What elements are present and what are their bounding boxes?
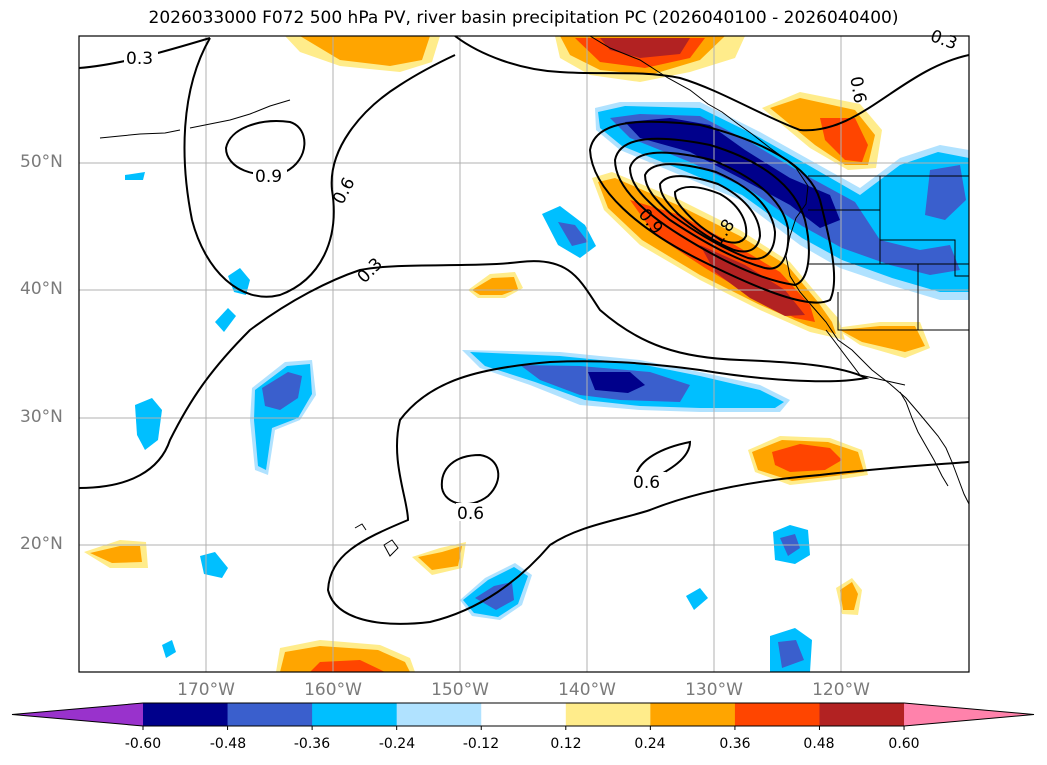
colorbar-tick-label: -0.36 <box>293 736 331 752</box>
lon-label: 120°W <box>812 680 870 700</box>
colorbar-tick-label: 0.24 <box>634 736 666 752</box>
precip-patch <box>215 308 236 332</box>
precip-patch <box>262 372 302 410</box>
lon-label: 140°W <box>558 680 616 700</box>
lat-label: 50°N <box>20 152 63 172</box>
map-frame <box>78 35 970 673</box>
pv-contour <box>658 175 762 253</box>
contour-label: 0.3 <box>928 26 960 54</box>
coastline <box>589 36 969 505</box>
colorbar-segment <box>143 703 229 726</box>
colorbar-segment <box>819 703 905 726</box>
precip-patch <box>135 398 162 450</box>
contour-label: 0.3 <box>354 254 387 287</box>
colorbar-segment <box>227 703 313 726</box>
contour-label: 0.6 <box>633 473 660 493</box>
colorbar-tick-label: 0.36 <box>719 736 751 752</box>
map-title: 2026033000 F072 500 hPa PV, river basin … <box>148 8 899 28</box>
colorbar-tick-label: -0.60 <box>124 736 162 752</box>
precip-patch <box>686 588 708 610</box>
pv-contour <box>643 163 777 260</box>
colorbar-segment <box>396 703 482 726</box>
precip-patch <box>700 245 805 316</box>
precip-patch <box>310 660 385 672</box>
lon-label: 130°W <box>685 680 743 700</box>
colorbar-tick-label: 0.12 <box>550 736 582 752</box>
contour-label: 0.3 <box>126 49 153 69</box>
pv-contour <box>628 151 790 270</box>
pv-contours <box>79 36 969 625</box>
colorbar-tick-label: -0.12 <box>462 736 500 752</box>
precip-patch <box>280 646 410 672</box>
colorbar-extend-high <box>904 703 1034 726</box>
pv-contour <box>79 260 969 625</box>
precip-patch <box>925 165 966 220</box>
precip-patch <box>558 222 588 246</box>
island <box>99 129 181 139</box>
pv-contour <box>613 137 810 287</box>
precip-patch <box>90 546 142 563</box>
contour-label: 0.6 <box>845 75 869 105</box>
state-border <box>808 176 969 331</box>
island <box>383 539 399 557</box>
precip-patch <box>778 640 804 668</box>
precip-patch <box>588 372 645 393</box>
precip-patch <box>772 444 842 472</box>
lat-label: 40°N <box>20 279 63 299</box>
colorbar-tick-label: 0.60 <box>888 736 920 752</box>
precip-patch <box>200 552 228 578</box>
lon-label: 160°W <box>304 680 362 700</box>
precip-patch <box>228 268 250 295</box>
precip-patch <box>625 118 840 228</box>
pv-contour <box>454 36 969 132</box>
colorbar-extend-low <box>12 703 143 726</box>
precip-patch <box>418 546 462 570</box>
precip-patch <box>125 172 145 180</box>
pv-contour <box>440 453 500 506</box>
pv-contour <box>224 120 306 176</box>
pv-contour <box>673 186 748 244</box>
colorbar-tick-label: -0.24 <box>378 736 416 752</box>
precip-patch <box>475 582 514 610</box>
colorbar-segment <box>481 703 567 726</box>
lat-label: 20°N <box>20 534 63 554</box>
lat-label: 30°N <box>20 407 63 427</box>
lon-label: 170°W <box>177 680 235 700</box>
colorbar-segment <box>650 703 736 726</box>
colorbar <box>11 702 1035 730</box>
coastline <box>899 391 949 487</box>
precip-patch <box>840 326 925 352</box>
colorbar-segment <box>312 703 398 726</box>
precip-patch <box>820 118 868 162</box>
pv-contour <box>183 37 456 298</box>
island <box>189 99 291 129</box>
contour-label: 0.6 <box>457 504 484 524</box>
graticule <box>79 36 969 672</box>
island <box>354 523 367 531</box>
precip-patch <box>840 582 858 610</box>
precip-patch <box>162 640 176 658</box>
contour-label: 0.9 <box>255 167 282 187</box>
colorbar-segment <box>565 703 651 726</box>
precip-shading <box>84 36 969 672</box>
colorbar-tick-label: -0.48 <box>209 736 247 752</box>
coastlines <box>99 36 969 557</box>
colorbar-tick-label: 0.48 <box>803 736 835 752</box>
lon-label: 150°W <box>431 680 489 700</box>
colorbar-segment <box>734 703 820 726</box>
pv-contour <box>588 120 836 304</box>
